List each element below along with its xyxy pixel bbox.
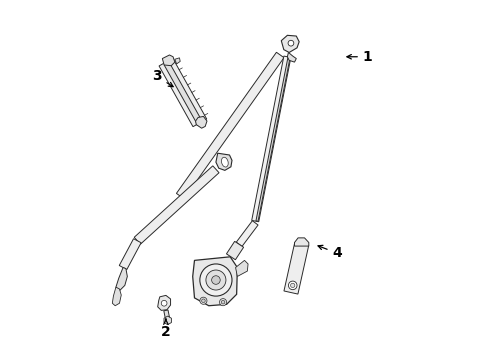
Polygon shape	[255, 57, 289, 221]
Polygon shape	[287, 53, 296, 62]
Polygon shape	[251, 56, 290, 222]
Polygon shape	[119, 239, 141, 270]
Polygon shape	[175, 58, 180, 64]
Polygon shape	[157, 296, 170, 310]
Circle shape	[290, 283, 294, 288]
Polygon shape	[192, 257, 237, 306]
Text: 1: 1	[346, 50, 372, 64]
Polygon shape	[284, 243, 308, 294]
Polygon shape	[134, 166, 219, 244]
Polygon shape	[226, 241, 243, 260]
Text: 2: 2	[161, 319, 170, 339]
Polygon shape	[281, 35, 299, 53]
Circle shape	[221, 300, 224, 304]
Polygon shape	[163, 316, 171, 325]
Polygon shape	[162, 55, 175, 66]
Circle shape	[200, 264, 231, 296]
Polygon shape	[164, 62, 203, 126]
Polygon shape	[116, 267, 127, 291]
Circle shape	[205, 270, 225, 290]
Circle shape	[288, 281, 296, 290]
Circle shape	[219, 298, 226, 306]
Polygon shape	[236, 221, 258, 247]
Polygon shape	[235, 260, 247, 276]
Polygon shape	[294, 238, 308, 246]
Polygon shape	[176, 52, 284, 199]
Ellipse shape	[221, 157, 228, 167]
Text: 3: 3	[152, 69, 173, 87]
Text: 4: 4	[317, 245, 342, 260]
Polygon shape	[112, 287, 121, 306]
Polygon shape	[216, 153, 231, 170]
Circle shape	[200, 297, 206, 304]
Polygon shape	[159, 58, 206, 127]
Circle shape	[211, 276, 220, 284]
Polygon shape	[163, 310, 169, 320]
Polygon shape	[195, 116, 206, 128]
Circle shape	[161, 300, 166, 306]
Circle shape	[201, 299, 205, 302]
Circle shape	[287, 40, 293, 46]
